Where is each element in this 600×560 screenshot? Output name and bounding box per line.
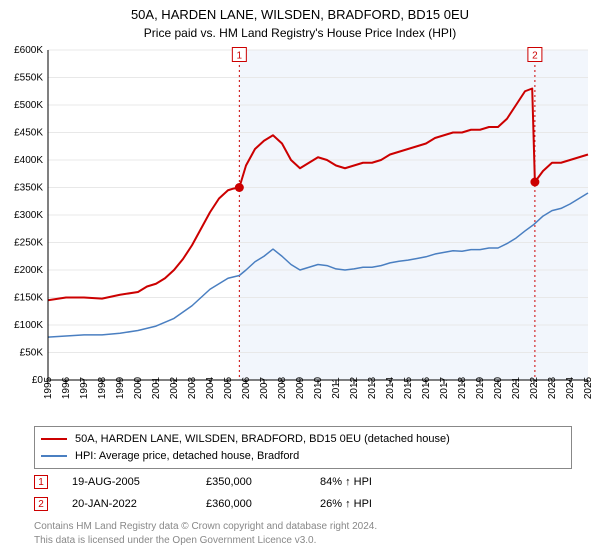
footer-line-2: This data is licensed under the Open Gov…	[34, 534, 572, 548]
legend: 50A, HARDEN LANE, WILSDEN, BRADFORD, BD1…	[34, 426, 572, 469]
svg-text:£150K: £150K	[14, 293, 43, 304]
svg-text:£100K: £100K	[14, 320, 43, 331]
svg-text:£350K: £350K	[14, 183, 43, 194]
chart-title: 50A, HARDEN LANE, WILSDEN, BRADFORD, BD1…	[0, 0, 600, 24]
legend-label-house: 50A, HARDEN LANE, WILSDEN, BRADFORD, BD1…	[75, 431, 450, 448]
event-row-2: 2 20-JAN-2022 £360,000 26% ↑ HPI	[34, 492, 572, 514]
svg-text:£50K: £50K	[20, 348, 44, 359]
legend-row-hpi: HPI: Average price, detached house, Brad…	[41, 448, 565, 465]
svg-text:£600K: £600K	[14, 45, 43, 56]
footer: Contains HM Land Registry data © Crown c…	[34, 520, 572, 547]
events-table: 1 19-AUG-2005 £350,000 84% ↑ HPI 2 20-JA…	[34, 470, 572, 514]
event-date-2: 20-JAN-2022	[72, 498, 182, 510]
svg-text:£200K: £200K	[14, 265, 43, 276]
legend-row-house: 50A, HARDEN LANE, WILSDEN, BRADFORD, BD1…	[41, 431, 565, 448]
event-price-1: £350,000	[206, 476, 296, 488]
svg-text:£450K: £450K	[14, 128, 43, 139]
svg-text:2: 2	[532, 51, 538, 62]
svg-text:1: 1	[237, 51, 243, 62]
svg-text:£300K: £300K	[14, 210, 43, 221]
event-price-2: £360,000	[206, 498, 296, 510]
event-marker-2: 2	[34, 497, 48, 511]
svg-text:£550K: £550K	[14, 73, 43, 84]
chart-subtitle: Price paid vs. HM Land Registry's House …	[0, 24, 600, 40]
svg-text:£400K: £400K	[14, 155, 43, 166]
legend-swatch-hpi	[41, 455, 67, 457]
event-date-1: 19-AUG-2005	[72, 476, 182, 488]
footer-line-1: Contains HM Land Registry data © Crown c…	[34, 520, 572, 534]
chart-svg: £0 £50K £100K £150K £200K £250K £300K £350K £400…	[0, 42, 600, 420]
event-hpi-1: 84% ↑ HPI	[320, 476, 420, 488]
svg-text:£500K: £500K	[14, 100, 43, 111]
svg-text:£0: £0	[32, 375, 44, 386]
event-marker-1: 1	[34, 475, 48, 489]
svg-text:£250K: £250K	[14, 238, 43, 249]
event-row-1: 1 19-AUG-2005 £350,000 84% ↑ HPI	[34, 470, 572, 492]
legend-label-hpi: HPI: Average price, detached house, Brad…	[75, 448, 299, 465]
chart-area: £0 £50K £100K £150K £200K £250K £300K £350K £400…	[0, 42, 600, 420]
event-hpi-2: 26% ↑ HPI	[320, 498, 420, 510]
legend-swatch-house	[41, 438, 67, 440]
